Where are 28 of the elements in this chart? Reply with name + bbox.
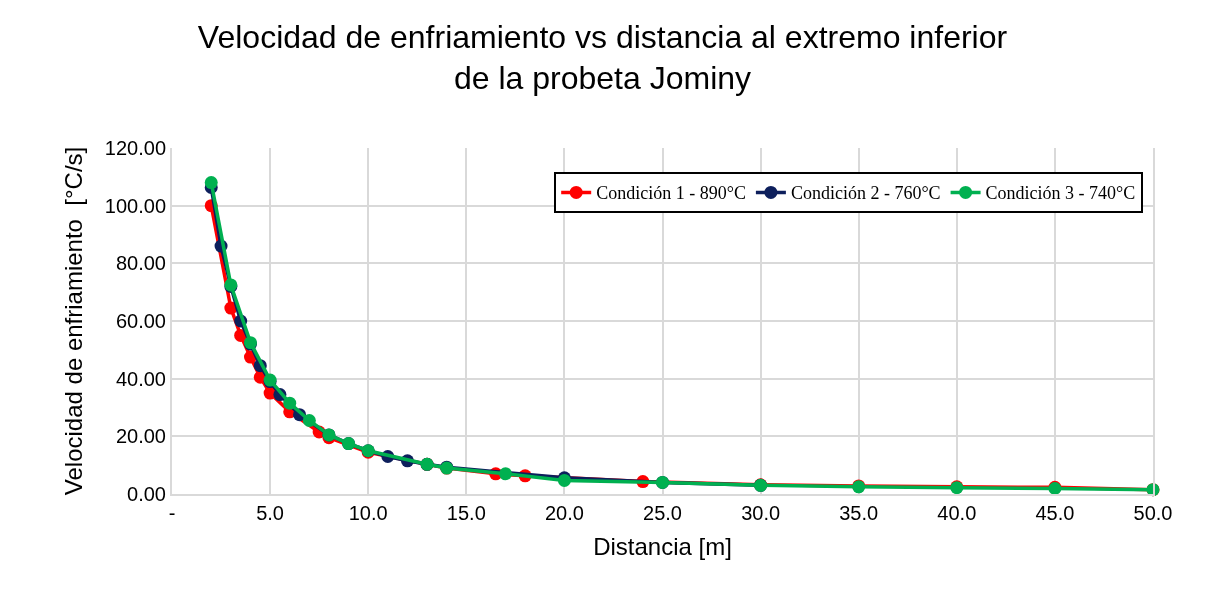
x-tick-label: 15.0 [446, 502, 486, 524]
x-tick-label: 30.0 [741, 502, 781, 524]
x-tick-label: - [168, 502, 176, 524]
legend-label: Condición 2 - 760°C [790, 183, 941, 204]
point [283, 396, 297, 410]
x-tick-label: 45.0 [1035, 502, 1075, 524]
x-tick-label: 50.0 [1133, 502, 1173, 524]
y-axis-title: Velocidad de enfriamiento [°C/s] [60, 146, 88, 496]
y-tick-label: 60.00 [115, 310, 166, 332]
legend-label: Condición 1 - 890°C [596, 183, 746, 204]
y-tick-label: 100.00 [104, 194, 166, 217]
legend-label: Condición 3 - 740°C [985, 183, 1136, 204]
x-axis-title: Distancia [m] [593, 532, 732, 560]
y-tick-label: 80.00 [115, 252, 166, 275]
x-tick-label: 25.0 [643, 502, 682, 524]
x-tick-label: 5.0 [256, 502, 285, 524]
x-tick-label: 10.0 [348, 502, 388, 524]
x-tick-label: 35.0 [839, 502, 879, 524]
chart-title: Velocidad de enfriamiento vs distancia al extremo inferior de la probeta Jominy [197, 18, 1008, 97]
y-tick-label: 0.00 [127, 483, 166, 505]
point [499, 467, 513, 481]
x-tick-label: 20.0 [544, 502, 584, 524]
y-tick-label: 120.00 [104, 137, 166, 159]
y-tick-label: 20.00 [115, 425, 166, 448]
point [204, 176, 218, 190]
point [302, 413, 316, 427]
y-tick-label: 40.00 [115, 367, 166, 390]
x-tick-label: 40.0 [937, 502, 977, 524]
